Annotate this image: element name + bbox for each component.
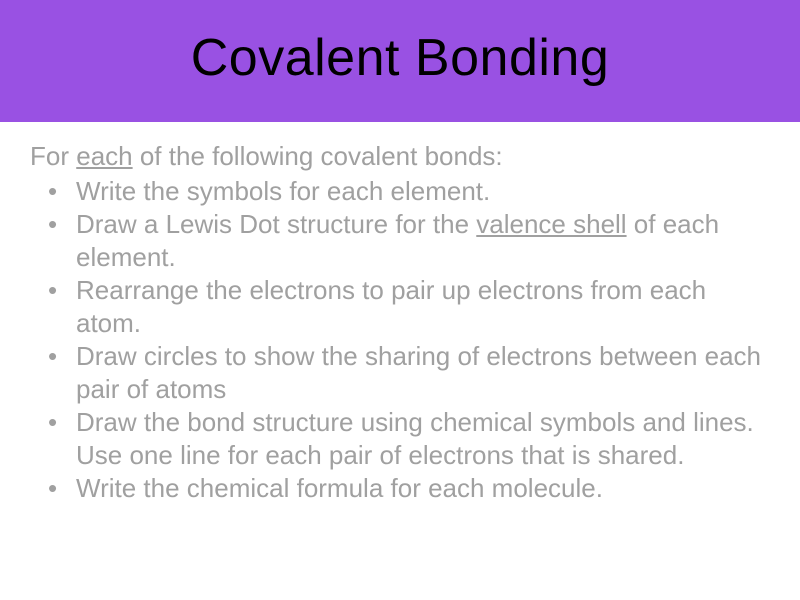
bullet-underlined: valence shell bbox=[476, 209, 626, 239]
list-item: Write the symbols for each element. bbox=[30, 175, 770, 208]
slide-title: Covalent Bonding bbox=[0, 28, 800, 88]
intro-underlined: each bbox=[76, 141, 132, 171]
bullet-text: Draw circles to show the sharing of elec… bbox=[76, 341, 761, 404]
list-item: Draw a Lewis Dot structure for the valen… bbox=[30, 208, 770, 273]
list-item: Write the chemical formula for each mole… bbox=[30, 472, 770, 505]
bullet-prefix: Draw a Lewis Dot structure for the bbox=[76, 209, 476, 239]
bullet-list: Write the symbols for each element. Draw… bbox=[30, 175, 770, 505]
bullet-text: Write the symbols for each element. bbox=[76, 176, 490, 206]
intro-prefix: For bbox=[30, 141, 76, 171]
slide-header: Covalent Bonding bbox=[0, 0, 800, 122]
intro-line: For each of the following covalent bonds… bbox=[30, 140, 770, 173]
bullet-text: Draw the bond structure using chemical s… bbox=[76, 407, 754, 470]
bullet-text: Rearrange the electrons to pair up elect… bbox=[76, 275, 706, 338]
bullet-text: Write the chemical formula for each mole… bbox=[76, 473, 603, 503]
intro-suffix: of the following covalent bonds: bbox=[133, 141, 503, 171]
list-item: Draw circles to show the sharing of elec… bbox=[30, 340, 770, 405]
list-item: Rearrange the electrons to pair up elect… bbox=[30, 274, 770, 339]
slide-body: For each of the following covalent bonds… bbox=[0, 122, 800, 505]
list-item: Draw the bond structure using chemical s… bbox=[30, 406, 770, 471]
